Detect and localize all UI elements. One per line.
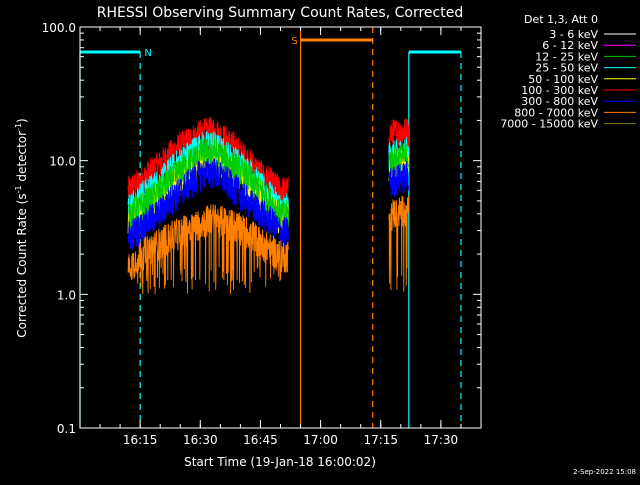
annotation-label-s: S	[291, 36, 297, 47]
y-tick-label: 100.0	[42, 21, 76, 35]
y-axis-label: Corrected Count Rate (s-1 detector-1)	[14, 118, 29, 337]
y-axis-label-exp2: -1	[14, 123, 23, 131]
chart-title: RHESSI Observing Summary Count Rates, Co…	[97, 5, 463, 21]
legend-label: 3 - 6 keV	[549, 28, 598, 41]
x-tick-label: 17:00	[303, 433, 338, 447]
annotation-label-n: N	[144, 48, 151, 59]
y-axis-label-suffix: )	[15, 118, 29, 123]
date-stamp: 2-Sep-2022 15:08	[573, 468, 636, 476]
x-tick-label: 16:45	[243, 433, 278, 447]
y-tick-label: 10.0	[49, 155, 76, 169]
legend-label: 25 - 50 keV	[535, 62, 598, 75]
legend-label: 50 - 100 keV	[528, 73, 598, 86]
x-axis: 16:15 16:30 16:45 17:00 17:15 17:30	[79, 27, 482, 447]
series-800-7000kev	[127, 195, 410, 295]
x-tick-label: 17:30	[424, 433, 459, 447]
y-axis: 0.1 1.0 10.0 100.0	[42, 21, 481, 436]
x-axis-label: Start Time (19-Jan-18 16:00:02)	[184, 455, 376, 469]
legend-label: 6 - 12 keV	[542, 39, 598, 52]
series-100-300kev	[127, 116, 410, 208]
y-axis-label-prefix: Corrected Count Rate (s	[15, 193, 29, 337]
y-axis-label-exp1: -1	[14, 185, 23, 193]
plot-area: NS	[79, 27, 462, 428]
legend-label: 300 - 800 keV	[521, 95, 598, 108]
legend-label: 7000 - 15000 keV	[500, 118, 598, 131]
legend-label: 100 - 300 keV	[521, 84, 598, 97]
x-tick-label: 16:30	[183, 433, 218, 447]
legend-header: Det 1,3, Att 0	[524, 13, 598, 26]
series-300-800kev	[127, 158, 410, 250]
legend-label: 800 - 7000 keV	[514, 106, 598, 119]
x-tick-label: 17:15	[363, 433, 398, 447]
y-tick-label: 1.0	[57, 288, 76, 302]
legend-label: 12 - 25 keV	[535, 50, 598, 63]
y-axis-label-mid: detector	[15, 131, 29, 186]
y-tick-label: 0.1	[57, 422, 76, 436]
x-tick-label: 16:15	[123, 433, 158, 447]
